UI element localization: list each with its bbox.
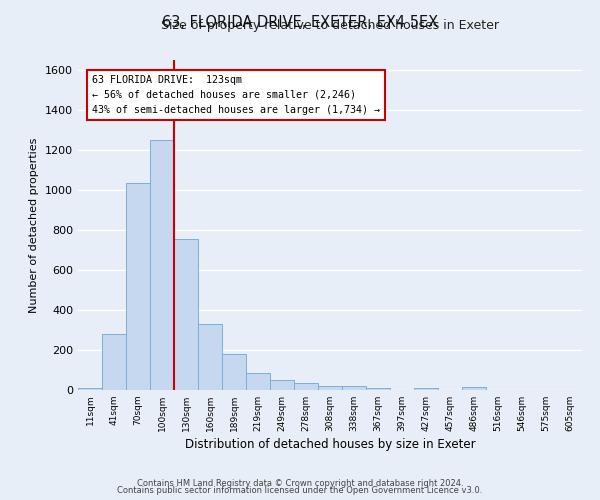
Bar bbox=[126, 183, 150, 390]
X-axis label: Distribution of detached houses by size in Exeter: Distribution of detached houses by size … bbox=[185, 438, 475, 451]
Y-axis label: Number of detached properties: Number of detached properties bbox=[29, 138, 40, 312]
Bar bbox=[198, 324, 222, 390]
Bar bbox=[150, 140, 174, 390]
Title: Size of property relative to detached houses in Exeter: Size of property relative to detached ho… bbox=[161, 20, 499, 32]
Bar bbox=[414, 388, 438, 390]
Bar bbox=[270, 380, 294, 390]
Text: Contains public sector information licensed under the Open Government Licence v3: Contains public sector information licen… bbox=[118, 486, 482, 495]
Bar bbox=[102, 334, 126, 390]
Bar bbox=[174, 239, 198, 390]
Bar bbox=[246, 373, 270, 390]
Bar bbox=[294, 383, 318, 390]
Bar bbox=[342, 386, 366, 390]
Bar bbox=[222, 354, 246, 390]
Bar bbox=[366, 388, 390, 390]
Text: Contains HM Land Registry data © Crown copyright and database right 2024.: Contains HM Land Registry data © Crown c… bbox=[137, 478, 463, 488]
Bar bbox=[462, 387, 486, 390]
Text: 63, FLORIDA DRIVE, EXETER, EX4 5EX: 63, FLORIDA DRIVE, EXETER, EX4 5EX bbox=[162, 15, 438, 30]
Bar bbox=[78, 388, 102, 390]
Text: 63 FLORIDA DRIVE:  123sqm
← 56% of detached houses are smaller (2,246)
43% of se: 63 FLORIDA DRIVE: 123sqm ← 56% of detach… bbox=[92, 75, 380, 114]
Bar bbox=[318, 386, 342, 390]
